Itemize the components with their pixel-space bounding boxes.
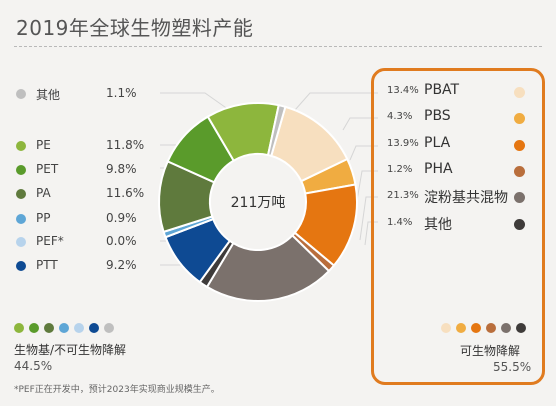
legend-dot (16, 165, 26, 175)
legend-left-name: PET (36, 162, 59, 176)
legend-left-name: PEF* (36, 234, 64, 248)
donut-slices (158, 102, 358, 302)
legend-right-pct: 4.3% (387, 111, 413, 122)
donut-center-label: 211万吨 (231, 195, 286, 211)
leader-line-12 (364, 221, 378, 246)
group-swatch (44, 323, 54, 333)
legend-left-name: PTT (36, 258, 58, 272)
group-swatch (14, 323, 24, 333)
chart-title: 2019年全球生物塑料产能 (16, 16, 254, 40)
group-swatch (441, 323, 451, 333)
group-swatch (74, 323, 84, 333)
legend-right-name: 其他 (424, 217, 452, 233)
group-swatch (456, 323, 466, 333)
legend-left-pct: 11.8% (106, 138, 145, 152)
legend-dot (16, 189, 26, 199)
legend-right-dot (514, 192, 525, 203)
leader-line-0 (160, 92, 233, 113)
title-divider (14, 46, 542, 47)
group-pct-right: 55.5% (493, 360, 532, 374)
legend-left-pct: 0.0% (106, 234, 137, 248)
legend-dot (16, 261, 26, 271)
legend-dot (16, 214, 26, 224)
legend-right-name: PHA (424, 161, 453, 177)
legend-right-pct: 13.4% (387, 85, 419, 96)
group-swatch (471, 323, 481, 333)
legend-right-name: PBS (424, 108, 451, 124)
legend-left-pct: 11.6% (106, 186, 145, 200)
legend-right-name: PBAT (424, 82, 460, 98)
footnote: *PEF正在开发中，预计2023年实现商业规模生产。 (14, 385, 220, 395)
leader-line-11 (359, 196, 378, 241)
legend-right-name: 淀粉基共混物 (424, 190, 508, 206)
group-swatch (89, 323, 99, 333)
group-label-right: 可生物降解 (460, 344, 521, 358)
leader-line-9 (349, 145, 378, 161)
legend-left-name: PA (36, 186, 51, 200)
group-swatch (29, 323, 39, 333)
legend-left-pct: 9.8% (106, 162, 137, 176)
group-label-left: 生物基/不可生物降解 (14, 343, 127, 357)
legend-left-pct: 0.9% (106, 211, 137, 225)
legend-dot (16, 237, 26, 247)
group-swatch (59, 323, 69, 333)
legend-dot (16, 141, 26, 151)
legend-dot (16, 89, 26, 99)
legend-left-name: PE (36, 138, 51, 152)
legend-right-dot (514, 140, 525, 151)
legend-right-name: PLA (424, 135, 451, 151)
legend-right-dot (514, 113, 525, 124)
legend-left-name: PP (36, 211, 51, 225)
legend-right-pct: 1.2% (387, 164, 413, 175)
legend-left-name: 其他 (36, 88, 61, 102)
group-swatch (486, 323, 496, 333)
legend-right-pct: 13.9% (387, 138, 419, 149)
legend-left-pct: 1.1% (106, 86, 137, 100)
group-pct-left: 44.5% (14, 359, 53, 373)
legend-right-dot (514, 166, 525, 177)
legend-right-dot (514, 87, 525, 98)
leader-line-7 (294, 92, 378, 111)
group-swatch (104, 323, 114, 333)
legend-left-pct: 9.2% (106, 258, 137, 272)
legend-right-dot (514, 219, 525, 230)
biodegradable-highlight-box (371, 68, 545, 385)
leader-line-8 (342, 117, 378, 131)
legend-right-pct: 21.3% (387, 190, 419, 201)
group-swatch (516, 323, 526, 333)
donut-slice-12 (266, 104, 287, 158)
group-swatch (501, 323, 511, 333)
legend-right-pct: 1.4% (387, 217, 413, 228)
